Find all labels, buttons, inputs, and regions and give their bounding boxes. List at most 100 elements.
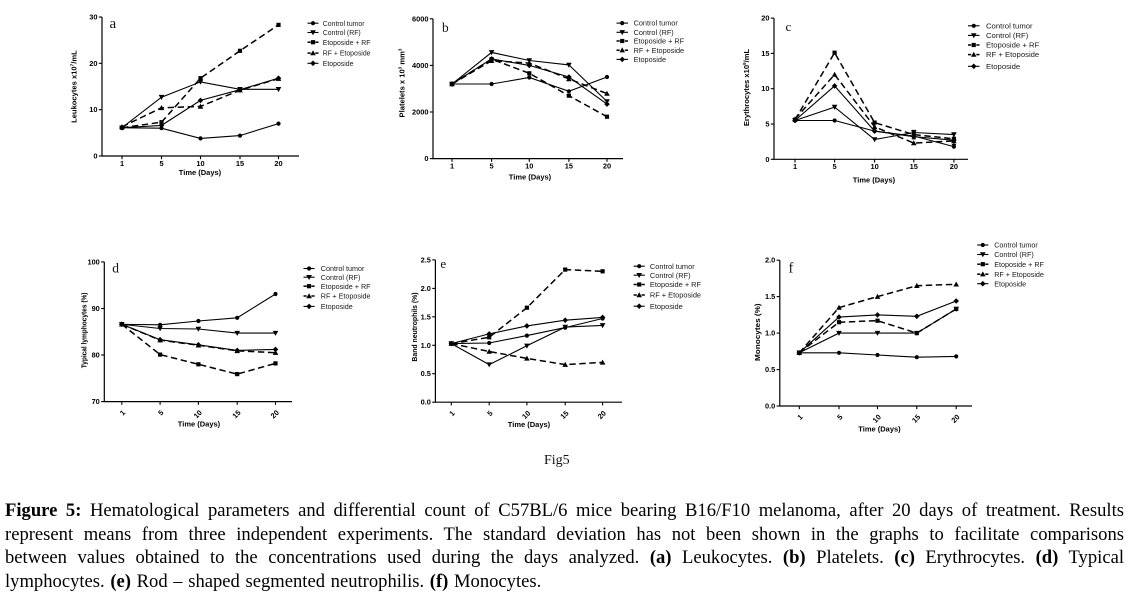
svg-text:RF + Etoposide: RF + Etoposide <box>321 292 371 301</box>
svg-text:e: e <box>440 256 446 271</box>
svg-text:Etoposide: Etoposide <box>986 62 1020 71</box>
svg-text:Etoposide: Etoposide <box>634 55 666 64</box>
svg-text:Control (RF): Control (RF) <box>321 273 361 282</box>
svg-text:2.5: 2.5 <box>421 255 431 264</box>
svg-text:10: 10 <box>192 408 204 420</box>
svg-text:Control (RF): Control (RF) <box>986 31 1029 40</box>
svg-text:Etoposide + RF: Etoposide + RF <box>650 280 702 289</box>
svg-text:Band neutrophils (%): Band neutrophils (%) <box>410 292 419 362</box>
svg-text:Typical lymphocytes (%): Typical lymphocytes (%) <box>80 292 89 368</box>
svg-text:Etoposide: Etoposide <box>321 302 353 311</box>
svg-text:1: 1 <box>120 159 124 168</box>
svg-text:0.5: 0.5 <box>421 369 431 378</box>
svg-text:Etoposide + RF: Etoposide + RF <box>994 260 1044 269</box>
svg-text:15: 15 <box>565 161 573 170</box>
svg-text:15: 15 <box>236 159 244 168</box>
svg-text:a: a <box>110 16 117 32</box>
svg-text:1: 1 <box>795 413 804 422</box>
svg-text:15: 15 <box>910 413 922 425</box>
svg-text:0: 0 <box>424 154 428 163</box>
svg-text:90: 90 <box>92 304 100 313</box>
svg-text:5: 5 <box>833 162 837 171</box>
svg-text:20: 20 <box>603 161 611 170</box>
svg-text:100: 100 <box>87 257 99 266</box>
svg-text:Etoposide: Etoposide <box>994 279 1026 288</box>
svg-text:1: 1 <box>118 408 127 417</box>
svg-text:0.0: 0.0 <box>421 398 431 407</box>
svg-text:Control tumor: Control tumor <box>986 21 1033 30</box>
svg-text:15: 15 <box>230 408 242 420</box>
svg-text:10: 10 <box>196 159 204 168</box>
svg-text:20: 20 <box>89 59 97 68</box>
svg-text:0: 0 <box>765 155 769 164</box>
svg-text:Erythrocytes x109/mL: Erythrocytes x109/mL <box>742 49 751 127</box>
svg-text:Monocytes (%): Monocytes (%) <box>753 303 762 361</box>
svg-text:5: 5 <box>765 120 769 129</box>
svg-text:RF + Etoposide: RF + Etoposide <box>986 50 1039 59</box>
svg-text:0: 0 <box>93 152 97 161</box>
svg-text:Control (RF): Control (RF) <box>994 250 1034 259</box>
svg-text:Control tumor: Control tumor <box>650 262 695 271</box>
svg-text:Control (RF): Control (RF) <box>634 28 674 37</box>
svg-text:Control tumor: Control tumor <box>634 19 679 28</box>
svg-text:15: 15 <box>910 162 918 171</box>
svg-text:Time (Days): Time (Days) <box>509 173 552 182</box>
svg-text:Platelets x 103 mm3: Platelets x 103 mm3 <box>398 48 407 117</box>
svg-text:20: 20 <box>269 408 281 420</box>
svg-text:Time (Days): Time (Days) <box>179 168 222 177</box>
svg-text:2000: 2000 <box>412 108 428 117</box>
svg-text:Etoposide + RF: Etoposide + RF <box>986 41 1040 50</box>
svg-text:5: 5 <box>159 159 163 168</box>
svg-text:1.5: 1.5 <box>765 292 775 301</box>
svg-text:Control tumor: Control tumor <box>321 264 365 273</box>
svg-text:c: c <box>786 19 792 34</box>
svg-text:Control (RF): Control (RF) <box>323 30 361 37</box>
svg-text:Leukocytes x107/mL: Leukocytes x107/mL <box>70 50 79 123</box>
svg-text:20: 20 <box>949 413 961 425</box>
svg-text:5: 5 <box>490 161 494 170</box>
svg-text:Control tumor: Control tumor <box>323 21 365 28</box>
svg-text:RF + Etoposide: RF + Etoposide <box>650 291 701 300</box>
svg-text:Etoposide + RF: Etoposide + RF <box>321 282 371 291</box>
svg-text:10: 10 <box>870 162 878 171</box>
svg-text:6000: 6000 <box>412 14 428 23</box>
svg-text:Time (Days): Time (Days) <box>178 420 221 429</box>
svg-text:70: 70 <box>92 397 100 406</box>
svg-text:2.0: 2.0 <box>421 284 431 293</box>
svg-text:RF + Etoposide: RF + Etoposide <box>994 270 1044 279</box>
svg-text:2.0: 2.0 <box>765 256 775 265</box>
svg-text:Etoposide + RF: Etoposide + RF <box>634 37 685 46</box>
svg-text:10: 10 <box>871 413 883 425</box>
svg-text:10: 10 <box>89 105 97 114</box>
svg-text:b: b <box>442 20 449 35</box>
svg-text:d: d <box>112 261 119 276</box>
svg-text:15: 15 <box>761 49 769 58</box>
svg-text:Time (Days): Time (Days) <box>853 176 896 185</box>
svg-text:20: 20 <box>596 409 608 421</box>
svg-text:20: 20 <box>761 14 769 23</box>
svg-text:0.5: 0.5 <box>765 365 775 374</box>
svg-text:20: 20 <box>950 162 958 171</box>
svg-text:Time (Days): Time (Days) <box>508 420 551 429</box>
svg-text:RF + Etoposide: RF + Etoposide <box>634 46 685 55</box>
svg-text:Etoposide + RF: Etoposide + RF <box>323 40 371 47</box>
svg-text:1: 1 <box>793 162 797 171</box>
svg-text:f: f <box>789 260 794 276</box>
svg-text:1: 1 <box>447 409 456 418</box>
svg-text:5: 5 <box>156 408 165 417</box>
svg-text:Control (RF): Control (RF) <box>650 271 691 280</box>
svg-text:Etoposide: Etoposide <box>323 61 354 68</box>
svg-text:10: 10 <box>525 161 533 170</box>
svg-text:5: 5 <box>485 409 494 418</box>
svg-text:Time (Days): Time (Days) <box>858 425 901 434</box>
svg-text:1.0: 1.0 <box>765 329 775 338</box>
svg-text:Etoposide: Etoposide <box>650 302 683 311</box>
svg-text:80: 80 <box>92 351 100 360</box>
svg-text:20: 20 <box>274 159 282 168</box>
svg-text:RF + Etoposide: RF + Etoposide <box>323 51 371 58</box>
svg-text:5: 5 <box>835 413 844 422</box>
svg-text:15: 15 <box>558 409 570 421</box>
svg-text:Control tumor: Control tumor <box>994 241 1038 250</box>
svg-text:0.0: 0.0 <box>765 402 775 411</box>
svg-text:1.5: 1.5 <box>421 312 431 321</box>
